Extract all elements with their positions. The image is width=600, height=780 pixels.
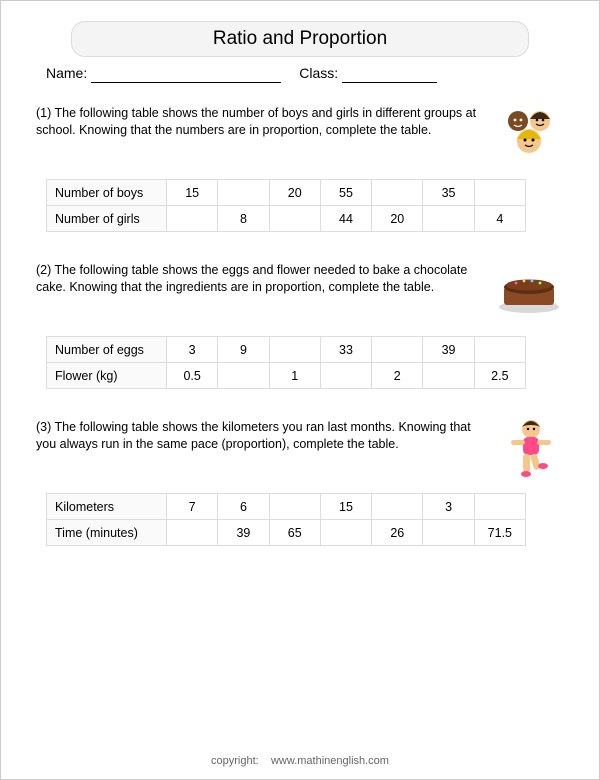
blank-cell[interactable] — [423, 363, 474, 389]
header-line: Name: Class: — [46, 65, 564, 83]
blank-cell[interactable] — [372, 337, 423, 363]
blank-cell[interactable] — [320, 520, 371, 546]
value-cell: 33 — [320, 337, 371, 363]
value-cell: 2 — [372, 363, 423, 389]
value-cell: 20 — [372, 206, 423, 232]
data-table: Kilometers76 15 3 Time (minutes) 3965 26 71.5 — [46, 493, 526, 546]
value-cell: 9 — [218, 337, 269, 363]
blank-cell[interactable] — [167, 206, 218, 232]
value-cell: 39 — [218, 520, 269, 546]
value-cell: 1 — [269, 363, 320, 389]
problem-2: (2) The following table shows the eggs a… — [36, 262, 564, 389]
problem-text: (2) The following table shows the eggs a… — [36, 262, 494, 296]
blank-cell[interactable] — [372, 180, 423, 206]
blank-cell[interactable] — [474, 494, 525, 520]
blank-cell[interactable] — [474, 337, 525, 363]
cake-icon — [494, 262, 564, 322]
class-blank[interactable] — [342, 65, 437, 83]
row-label: Number of girls — [47, 206, 167, 232]
value-cell: 0.5 — [167, 363, 218, 389]
worksheet-title: Ratio and Proportion — [71, 21, 529, 57]
value-cell: 6 — [218, 494, 269, 520]
data-table: Number of boys15205535Number of girls844… — [46, 179, 526, 232]
site-link: www.mathinenglish.com — [271, 755, 389, 767]
value-cell: 8 — [218, 206, 269, 232]
row-label: Number of eggs — [47, 337, 167, 363]
footer: copyright: www.mathinenglish.com — [1, 755, 599, 767]
blank-cell[interactable] — [423, 520, 474, 546]
value-cell: 7 — [167, 494, 218, 520]
problem-1: (1) The following table shows the number… — [36, 105, 564, 232]
value-cell: 15 — [320, 494, 371, 520]
blank-cell[interactable] — [218, 180, 269, 206]
value-cell: 3 — [423, 494, 474, 520]
value-cell: 71.5 — [474, 520, 525, 546]
value-cell: 35 — [423, 180, 474, 206]
row-label: Time (minutes) — [47, 520, 167, 546]
value-cell: 65 — [269, 520, 320, 546]
blank-cell[interactable] — [269, 206, 320, 232]
name-label: Name: — [46, 65, 87, 83]
value-cell: 44 — [320, 206, 371, 232]
blank-cell[interactable] — [372, 494, 423, 520]
kids-icon — [494, 105, 564, 165]
value-cell: 20 — [269, 180, 320, 206]
runner-icon — [494, 419, 564, 479]
data-table: Number of eggs393339Flower (kg)0.5122.5 — [46, 336, 526, 389]
class-label: Class: — [299, 65, 338, 83]
problem-text: (1) The following table shows the number… — [36, 105, 494, 139]
value-cell: 4 — [474, 206, 525, 232]
value-cell: 15 — [167, 180, 218, 206]
value-cell: 26 — [372, 520, 423, 546]
blank-cell[interactable] — [269, 337, 320, 363]
row-label: Flower (kg) — [47, 363, 167, 389]
row-label: Number of boys — [47, 180, 167, 206]
value-cell: 39 — [423, 337, 474, 363]
blank-cell[interactable] — [423, 206, 474, 232]
blank-cell[interactable] — [167, 520, 218, 546]
problem-text: (3) The following table shows the kilome… — [36, 419, 494, 453]
blank-cell[interactable] — [320, 363, 371, 389]
copyright-label: copyright: — [211, 755, 259, 767]
blank-cell[interactable] — [218, 363, 269, 389]
row-label: Kilometers — [47, 494, 167, 520]
value-cell: 3 — [167, 337, 218, 363]
blank-cell[interactable] — [269, 494, 320, 520]
value-cell: 2.5 — [474, 363, 525, 389]
problem-3: (3) The following table shows the kilome… — [36, 419, 564, 546]
blank-cell[interactable] — [474, 180, 525, 206]
name-blank[interactable] — [91, 65, 281, 83]
value-cell: 55 — [320, 180, 371, 206]
